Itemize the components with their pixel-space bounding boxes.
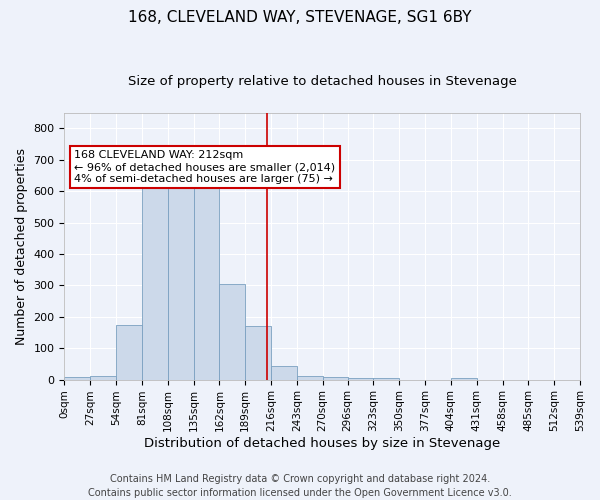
Bar: [220, 284, 245, 380]
Bar: [347, 378, 373, 380]
Title: Size of property relative to detached houses in Stevenage: Size of property relative to detached ho…: [128, 75, 517, 88]
Bar: [168, 174, 194, 380]
Y-axis label: Number of detached properties: Number of detached properties: [15, 148, 28, 344]
Bar: [90, 376, 116, 380]
Bar: [142, 186, 168, 380]
Bar: [373, 378, 399, 380]
Bar: [194, 174, 220, 380]
Bar: [451, 378, 476, 380]
Bar: [271, 366, 297, 380]
X-axis label: Distribution of detached houses by size in Stevenage: Distribution of detached houses by size …: [144, 437, 500, 450]
Bar: [64, 378, 90, 380]
Text: 168, CLEVELAND WAY, STEVENAGE, SG1 6BY: 168, CLEVELAND WAY, STEVENAGE, SG1 6BY: [128, 10, 472, 25]
Bar: [116, 324, 142, 380]
Bar: [297, 376, 323, 380]
Bar: [245, 326, 271, 380]
Text: 168 CLEVELAND WAY: 212sqm
← 96% of detached houses are smaller (2,014)
4% of sem: 168 CLEVELAND WAY: 212sqm ← 96% of detac…: [74, 150, 335, 184]
Text: Contains HM Land Registry data © Crown copyright and database right 2024.
Contai: Contains HM Land Registry data © Crown c…: [88, 474, 512, 498]
Bar: [323, 377, 347, 380]
